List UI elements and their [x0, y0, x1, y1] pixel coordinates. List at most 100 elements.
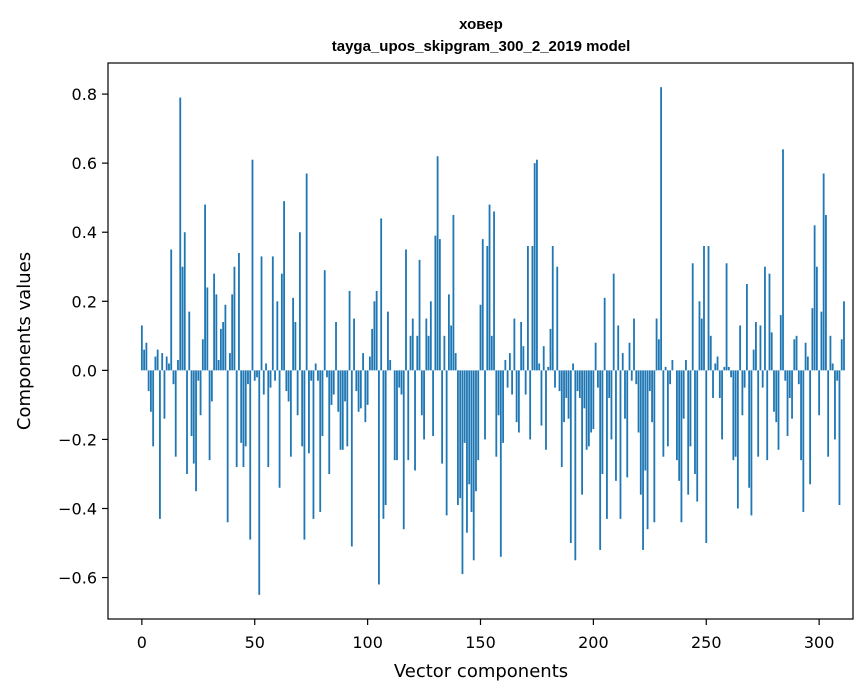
bar-184: [556, 266, 559, 371]
bar-62: [280, 273, 283, 371]
bar-153: [486, 246, 489, 371]
bar-100: [366, 370, 369, 405]
bar-190: [569, 370, 572, 544]
bar-66: [289, 370, 292, 457]
bar-172: [529, 370, 532, 440]
bar-91: [346, 370, 349, 447]
bar-177: [540, 370, 543, 426]
bar-155: [490, 335, 493, 371]
bar-255: [716, 356, 719, 371]
bar-78: [317, 370, 319, 381]
bar-234: [669, 370, 672, 385]
bar-163: [508, 353, 511, 371]
bar-240: [682, 370, 685, 419]
bar-305: [829, 335, 832, 371]
bar-120: [411, 318, 414, 371]
bar-51: [256, 370, 258, 378]
bar-161: [504, 359, 507, 371]
bar-215: [626, 370, 629, 478]
bar-275: [761, 370, 764, 388]
bar-21: [188, 311, 191, 371]
bar-70: [298, 232, 301, 371]
bar-231: [662, 370, 665, 457]
bar-28: [204, 204, 206, 371]
bars-group: [140, 87, 845, 595]
bar-293: [802, 370, 805, 512]
bar-214: [624, 370, 626, 419]
bar-19: [183, 232, 186, 371]
bar-39: [229, 353, 231, 371]
bar-102: [371, 328, 374, 371]
bar-245: [694, 370, 696, 474]
bar-278: [768, 273, 771, 371]
bar-118: [407, 370, 410, 461]
bar-116: [402, 370, 405, 530]
bar-279: [770, 332, 773, 371]
bar-297: [811, 308, 814, 371]
bar-1: [143, 349, 146, 371]
bar-188: [565, 370, 568, 398]
bar-304: [827, 370, 830, 457]
bar-98: [362, 353, 365, 371]
bar-294: [804, 342, 807, 371]
bar-230: [660, 87, 663, 371]
bar-20: [186, 370, 188, 474]
bar-200: [592, 370, 595, 430]
bar-109: [387, 311, 389, 371]
bar-288: [791, 370, 793, 419]
bar-40: [231, 294, 234, 371]
x-tick-label-100: 100: [352, 633, 383, 652]
bar-110: [389, 359, 392, 371]
bar-285: [784, 370, 787, 381]
bar-265: [739, 325, 742, 371]
bar-295: [806, 356, 809, 371]
bar-289: [793, 339, 796, 371]
bar-227: [653, 370, 656, 523]
bar-8: [159, 370, 161, 519]
bar-130: [434, 235, 437, 371]
bar-159: [499, 370, 502, 557]
bar-146: [470, 370, 473, 512]
bar-216: [628, 342, 631, 371]
bar-89: [341, 370, 344, 450]
bar-299: [815, 266, 818, 371]
bar-75: [310, 370, 313, 381]
bar-269: [748, 370, 751, 488]
bar-38: [226, 370, 229, 523]
bar-157: [495, 370, 498, 457]
bar-239: [680, 370, 683, 523]
bar-31: [210, 370, 213, 402]
bar-48: [249, 370, 252, 540]
bar-69: [296, 370, 299, 416]
bar-145: [468, 370, 471, 485]
bar-82: [326, 370, 328, 378]
x-axis: 0 50 100 150 200 250 300: [137, 619, 834, 652]
bar-83: [328, 370, 331, 474]
bar-45: [242, 370, 245, 468]
bar-286: [786, 370, 789, 436]
bar-173: [531, 246, 534, 371]
bar-27: [201, 339, 204, 371]
bar-76: [312, 370, 315, 519]
bar-166: [515, 370, 518, 423]
bar-141: [459, 370, 462, 499]
bar-253: [712, 370, 714, 398]
bar-189: [567, 370, 570, 419]
bar-244: [691, 263, 694, 371]
bar-284: [782, 149, 784, 371]
bar-274: [759, 325, 762, 371]
bar-108: [384, 370, 387, 506]
bar-207: [608, 370, 611, 398]
bar-264: [736, 370, 739, 509]
bar-44: [240, 370, 243, 443]
bar-68: [294, 322, 297, 371]
bar-137: [450, 325, 453, 371]
bar-211: [617, 325, 620, 371]
bar-124: [420, 370, 423, 416]
y-tick-label-1: −0.4: [58, 499, 97, 518]
bar-119: [409, 335, 412, 371]
bar-218: [633, 318, 635, 371]
bar-296: [809, 370, 812, 485]
bar-180: [547, 366, 550, 371]
bar-133: [441, 370, 444, 464]
